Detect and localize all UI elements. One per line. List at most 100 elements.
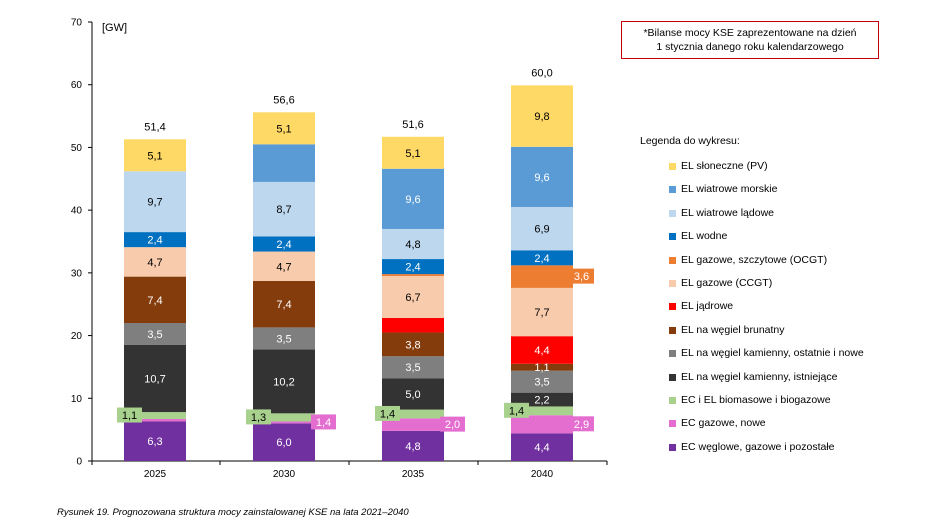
data-label: 6,3 [147, 436, 162, 448]
x-tick-label: 2030 [273, 469, 296, 480]
legend-item: EL wodne [669, 230, 864, 253]
legend-swatch [669, 256, 676, 264]
bar-segment [382, 332, 444, 357]
data-label: 4,7 [276, 261, 291, 273]
data-label: 6,7 [405, 292, 420, 304]
legend-swatch [669, 303, 676, 311]
y-tick-label: 70 [71, 18, 83, 29]
legend-item: EC węglowe, gazowe i pozostałe [669, 441, 864, 464]
bar-segment [124, 247, 186, 277]
bar-segment [253, 281, 315, 328]
data-label-box [311, 414, 336, 430]
bar-segment [253, 236, 315, 252]
data-label: 2,2 [534, 395, 549, 407]
y-tick-label: 20 [71, 331, 83, 342]
bar-segment [253, 421, 315, 424]
data-label: 1,1 [534, 362, 549, 374]
data-label: 9,8 [534, 111, 549, 123]
bar-segment [511, 370, 573, 393]
bar-segment [382, 318, 444, 333]
data-label: 7,4 [276, 299, 291, 311]
data-label-box [117, 407, 142, 423]
figure-caption: Rysunek 19. Prognozowana struktura mocy … [57, 507, 409, 518]
legend-label: EL na węgiel kamienny, ostatnie i nowe [681, 347, 864, 360]
y-tick-label: 40 [71, 206, 83, 217]
legend-item: EL gazowe, szczytowe (OCGT) [669, 254, 864, 277]
legend-label: EL wiatrowe lądowe [681, 206, 774, 219]
data-label: 1,4 [509, 405, 524, 417]
data-label: 9,6 [534, 172, 549, 184]
bar-segment [511, 207, 573, 251]
data-label: 9,6 [405, 194, 420, 206]
legend-label: EL gazowe, szczytowe (OCGT) [681, 253, 828, 266]
bar-segment [124, 412, 186, 419]
legend-label: EL na węgiel brunatny [681, 323, 785, 336]
data-label: 4,4 [534, 345, 549, 357]
legend-label: EC i EL biomasowe i biogazowe [681, 393, 831, 406]
bar-segment [382, 430, 444, 461]
data-label-box [246, 409, 271, 425]
data-label: 6,9 [534, 224, 549, 236]
data-label: 2,4 [534, 253, 549, 265]
data-label: 3,5 [276, 333, 291, 345]
legend-label: EL na węgiel kamienny, istniejące [681, 370, 838, 383]
bar-segment [124, 418, 186, 422]
legend-item: EL na węgiel kamienny, istniejące [669, 371, 864, 394]
legend-swatch [669, 279, 676, 287]
bar-segment [511, 265, 573, 288]
data-label: 5,1 [147, 150, 162, 162]
data-label: 5,0 [405, 389, 420, 401]
data-label: 3,5 [534, 377, 549, 389]
data-label-box [504, 402, 529, 418]
data-label: 8,7 [276, 204, 291, 216]
bar-segment [382, 259, 444, 275]
y-tick-label: 50 [71, 143, 83, 154]
bar-segment [253, 112, 315, 145]
y-axis-label: [GW] [102, 22, 127, 34]
legend-label: EC węglowe, gazowe i pozostałe [681, 440, 835, 453]
bar-segment [511, 287, 573, 337]
bar-segment [253, 144, 315, 182]
data-label: 2,9 [574, 419, 589, 431]
x-tick-label: 2035 [402, 469, 425, 480]
bar-segment [124, 421, 186, 461]
legend-swatch [669, 420, 676, 428]
data-label: 4,7 [147, 257, 162, 269]
y-tick-label: 30 [71, 268, 83, 279]
legend-swatch [669, 186, 676, 194]
data-label: 2,4 [276, 239, 291, 251]
bar-segment [511, 146, 573, 208]
legend-item: EC i EL biomasowe i biogazowe [669, 394, 864, 417]
data-label-box [440, 416, 465, 432]
data-label-box [569, 268, 594, 284]
bar-segment [124, 344, 186, 413]
legend-swatch [669, 350, 676, 358]
data-label: 1,3 [251, 412, 266, 424]
legend-item: EL gazowe (CCGT) [669, 277, 864, 300]
data-label-box [375, 405, 400, 421]
bar-segment [382, 274, 444, 276]
x-tick-label: 2040 [531, 469, 554, 480]
bar-segment [382, 409, 444, 419]
legend-label: EC gazowe, nowe [681, 417, 766, 430]
bar-segment [382, 275, 444, 319]
data-label-box [569, 416, 594, 432]
data-label: 6,0 [276, 437, 291, 449]
data-label: 2,0 [445, 419, 460, 431]
legend-item: EL jądrowe [669, 300, 864, 323]
y-tick-label: 0 [76, 457, 82, 468]
y-tick-label: 60 [71, 80, 83, 91]
bar-segment [382, 418, 444, 431]
bar-segment [253, 413, 315, 422]
legend-swatch [669, 233, 676, 241]
legend-label: EL wodne [681, 230, 728, 243]
bar-segment [511, 85, 573, 147]
legend-title: Legenda do wykresu: [640, 135, 740, 147]
legend-item: EL na węgiel kamienny, ostatnie i nowe [669, 347, 864, 370]
data-label: 1,4 [316, 417, 331, 429]
legend-swatch [669, 326, 676, 334]
bar-segment [382, 378, 444, 410]
legend-swatch [669, 373, 676, 381]
legend-swatch [669, 163, 676, 170]
